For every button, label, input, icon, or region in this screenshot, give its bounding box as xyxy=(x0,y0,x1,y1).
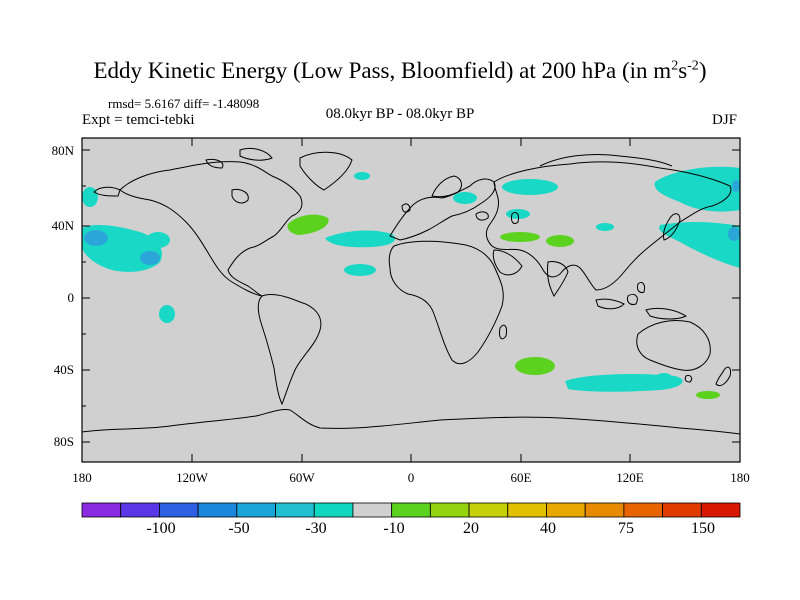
map-background xyxy=(82,138,740,462)
axis-ticks xyxy=(81,138,741,462)
lon-label-0: 0 xyxy=(407,470,415,485)
colorbar-swatch xyxy=(429,502,470,518)
rmsd-diff-stats: rmsd= 5.6167 diff= -1.48098 xyxy=(108,96,260,111)
colorbar-swatch xyxy=(275,502,315,518)
colorbar-swatch xyxy=(197,502,238,518)
season-label: DJF xyxy=(712,112,738,128)
colorbar-label: 40 xyxy=(540,520,556,537)
colorbar-swatch xyxy=(468,502,509,518)
lon-label-120w: 120W xyxy=(176,470,208,485)
strong-negative-cores xyxy=(84,180,740,265)
colorbar-swatch xyxy=(236,502,276,518)
colorbar-swatch xyxy=(313,502,354,518)
colorbar-label: -30 xyxy=(305,520,327,537)
colorbar-swatch xyxy=(391,502,431,518)
lat-label-80s: 80S xyxy=(53,434,74,449)
lon-label-120e: 120E xyxy=(616,470,644,485)
colorbar-swatch xyxy=(700,502,741,518)
colorbar-label: 150 xyxy=(691,520,715,537)
colorbar-swatch xyxy=(584,502,625,518)
lat-label-40n: 40N xyxy=(51,218,74,233)
colorbar-swatch xyxy=(352,502,393,518)
experiment-label: Expt = temci-tebki xyxy=(82,112,195,128)
lon-label-180w: 180 xyxy=(72,470,92,485)
colorbar xyxy=(81,502,741,518)
lat-label-80n: 80N xyxy=(51,143,74,158)
lat-label-0: 0 xyxy=(67,290,75,305)
colorbar-swatch xyxy=(507,502,547,518)
colorbar-swatch xyxy=(159,502,199,518)
colorbar-label: -50 xyxy=(228,520,250,537)
anomaly-shading xyxy=(82,166,740,399)
lon-label-60w: 60W xyxy=(289,470,315,485)
lat-label-40s: 40S xyxy=(53,362,74,377)
colorbar-label: 20 xyxy=(463,520,479,537)
coastlines xyxy=(82,147,740,435)
lon-label-180e: 180 xyxy=(730,470,750,485)
colorbar-label: 75 xyxy=(618,520,634,537)
colorbar-swatch xyxy=(81,502,122,518)
lon-label-60e: 60E xyxy=(510,470,532,485)
colorbar-label: -10 xyxy=(383,520,405,537)
period-label: 08.0kyr BP - 08.0kyr BP xyxy=(325,106,475,122)
colorbar-label: -100 xyxy=(146,520,176,537)
plot-title: Eddy Kinetic Energy (Low Pass, Bloomfiel… xyxy=(93,58,707,83)
colorbar-swatch xyxy=(623,502,663,518)
positive-anomaly-patches xyxy=(287,214,720,399)
colorbar-swatch xyxy=(120,502,160,518)
colorbar-swatch xyxy=(546,502,586,518)
colorbar-swatch xyxy=(662,502,702,518)
